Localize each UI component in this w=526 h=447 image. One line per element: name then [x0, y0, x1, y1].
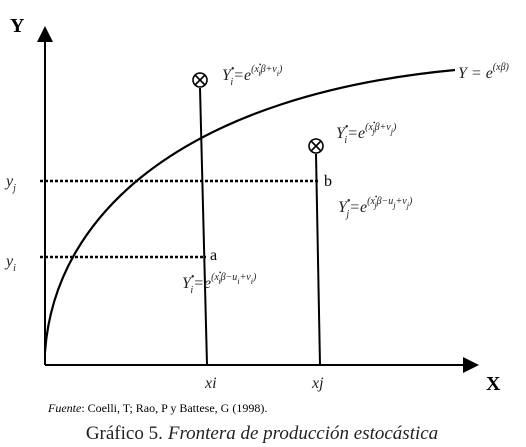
formula-part: i	[218, 277, 220, 286]
formula-part: (x	[251, 64, 259, 75]
caption-label: Gráfico 5.	[86, 423, 163, 444]
formula: Y = e(xβ)	[458, 62, 510, 82]
formula-part: •	[345, 122, 349, 133]
formula-part: x	[204, 375, 212, 392]
formula-part: (x	[367, 196, 375, 207]
marker-i	[192, 72, 208, 88]
formula-part: i	[13, 263, 16, 274]
formula-part: i	[258, 69, 260, 78]
formula-part: i	[212, 375, 216, 392]
formula-part: (x	[365, 122, 373, 133]
formula-part: y	[4, 253, 14, 270]
formula-part: y	[4, 173, 14, 190]
formula: Y• i=e(x• jβ+vj)	[336, 119, 397, 146]
formula-part: Y	[182, 275, 193, 292]
formula-part: )	[392, 122, 397, 133]
formula-part: •	[373, 119, 376, 127]
formula-part: j	[11, 183, 16, 194]
formula-part: )	[278, 64, 283, 75]
formula-part: (x	[211, 272, 219, 283]
formula: Y• j=e(x• jβ−uj+vj)	[338, 193, 413, 220]
formula-part: i	[230, 77, 233, 88]
formula-part: )	[408, 196, 413, 207]
source: Fuente: Coelli, T; Rao, P y Battese, G (…	[47, 401, 267, 415]
frontier-curve	[43, 68, 456, 353]
formula-part: •	[259, 61, 262, 69]
formula: yi	[4, 253, 16, 274]
formula-part: Y	[336, 125, 347, 142]
xi-line	[199, 87, 208, 366]
formula-part: j	[392, 201, 396, 210]
marker-j	[308, 138, 324, 154]
formula-part: =e	[233, 67, 251, 84]
formula-part: j	[317, 375, 324, 392]
formula: xj	[311, 375, 324, 392]
formula-part: Y = e	[458, 65, 493, 82]
caption-text: Frontera de producción estocástica	[167, 423, 438, 444]
formula-part: β−u	[376, 196, 394, 207]
formula: yj	[4, 173, 16, 194]
formula-part: i	[237, 277, 239, 286]
formula-part: i	[190, 285, 193, 296]
y-axis-label: Y	[10, 15, 25, 37]
caption: Gráfico 5. Frontera de producción estocás…	[86, 423, 438, 444]
formula-part: +v	[396, 196, 408, 207]
formula-part: •	[191, 272, 195, 283]
formula-part: j	[373, 201, 377, 210]
formula-part: j	[390, 127, 394, 136]
formula-part: Y	[222, 67, 233, 84]
formula-part: x	[311, 375, 319, 392]
xj-line	[315, 153, 321, 366]
formula-part: i	[277, 69, 279, 78]
formula-part: Y	[338, 199, 349, 216]
formula-part: •	[375, 193, 378, 201]
formula-part: β+v	[260, 64, 278, 75]
x-axis-label: X	[486, 373, 501, 395]
formula-part: =e	[349, 199, 367, 216]
formula-part: i	[251, 277, 253, 286]
formula-part: i	[344, 135, 347, 146]
formula-part: •	[347, 196, 351, 207]
formula-part: (xβ)	[493, 62, 510, 73]
formula-part: •	[219, 269, 222, 277]
formula-part: j	[344, 209, 349, 220]
formula-part: •	[231, 64, 235, 75]
formula: Y• i=e(x• iβ+vi)	[222, 61, 283, 88]
formula-part: j	[371, 127, 375, 136]
formula-part: β−u	[220, 272, 238, 283]
formula-part: +v	[240, 272, 252, 283]
point-label: a	[210, 247, 217, 264]
formula-part: j	[406, 201, 410, 210]
formula-part: β+v	[374, 122, 392, 133]
point-label: b	[324, 173, 332, 190]
formula: Y• i=e(x• iβ−ui+vi)	[182, 269, 257, 296]
formula-part: =e	[193, 275, 211, 292]
source-label: Fuente	[47, 401, 82, 415]
formula: xi	[204, 375, 217, 392]
formula-part: )	[252, 272, 257, 283]
formula-part: =e	[347, 125, 365, 142]
source-text: : Coelli, T; Rao, P y Battese, G (1998).	[81, 401, 267, 415]
